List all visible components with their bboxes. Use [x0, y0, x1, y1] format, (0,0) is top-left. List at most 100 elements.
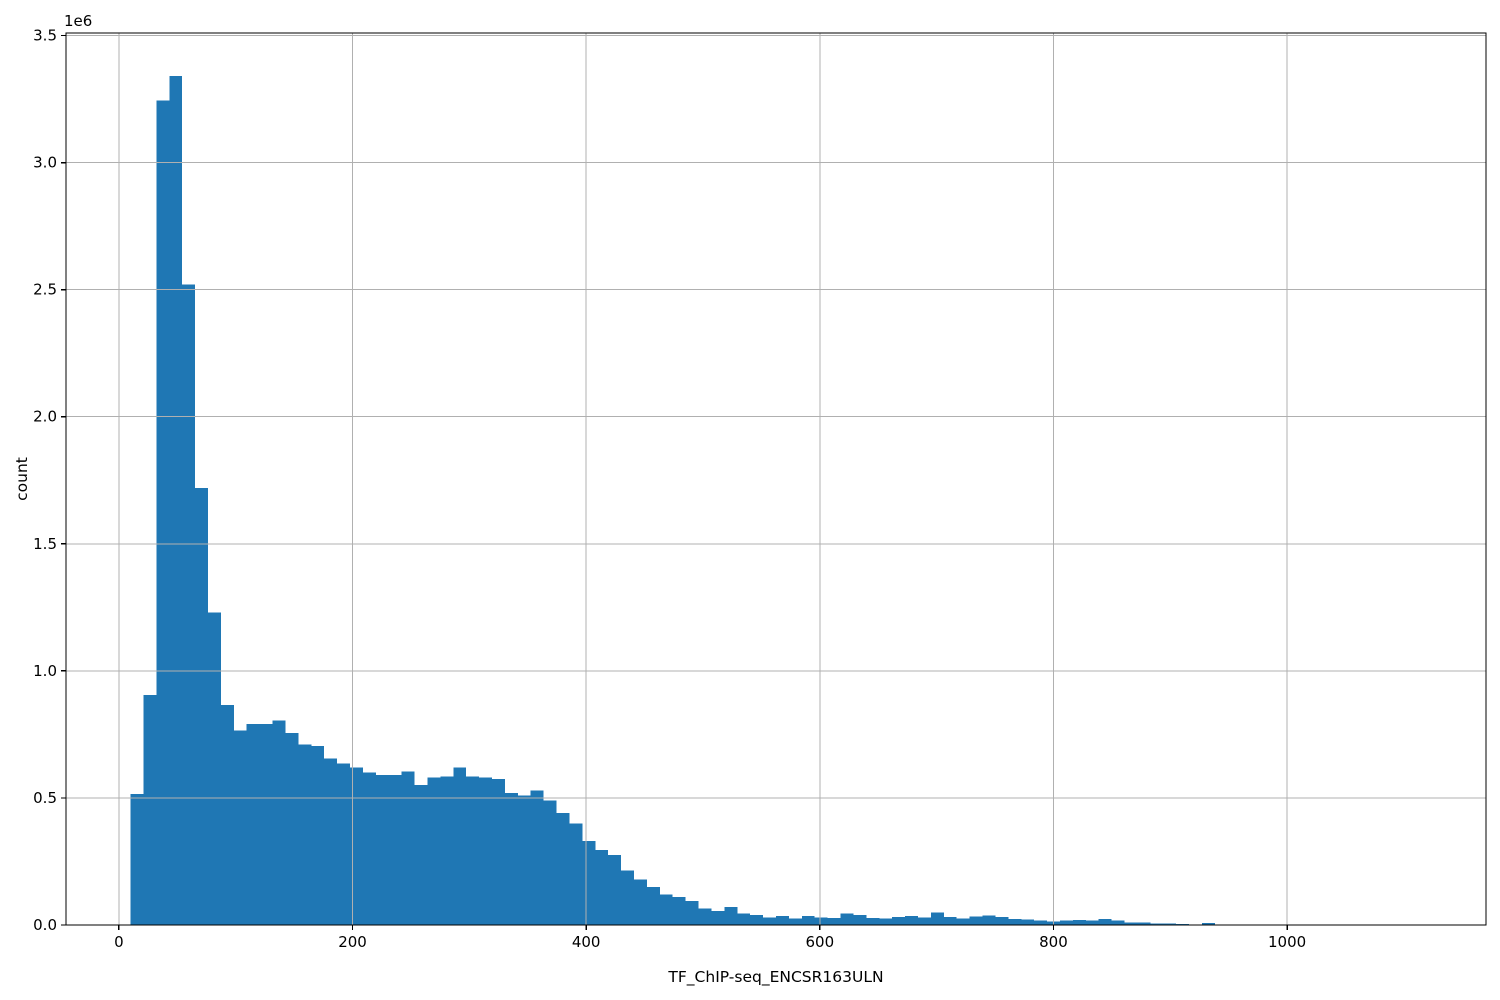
- histogram-bar: [414, 785, 428, 925]
- x-tick-label: 200: [338, 933, 367, 951]
- histogram-bar: [479, 777, 492, 925]
- histogram-bar: [659, 894, 673, 925]
- histogram-bar: [492, 778, 505, 925]
- histogram-bar: [1021, 919, 1035, 925]
- histogram-bar: [788, 918, 802, 925]
- histogram-bar: [517, 795, 531, 925]
- histogram-bar: [646, 886, 660, 925]
- histogram-bar: [208, 612, 221, 925]
- y-tick-label: 1.0: [33, 662, 57, 680]
- x-tick-label: 1000: [1268, 933, 1306, 951]
- x-tick-label: 800: [1039, 933, 1068, 951]
- x-tick-label: 400: [572, 933, 601, 951]
- histogram-bar: [272, 720, 286, 925]
- histogram-bar: [362, 772, 376, 925]
- histogram-bar: [427, 777, 441, 925]
- histogram-bar: [337, 763, 350, 925]
- histogram-bar: [1202, 922, 1215, 925]
- y-tick-label: 0.5: [33, 789, 57, 807]
- histogram-bar: [1085, 920, 1099, 925]
- histogram-bar: [375, 775, 389, 925]
- histogram-bar: [1034, 920, 1048, 925]
- histogram-bar: [466, 776, 480, 925]
- y-axis-label: count: [13, 457, 31, 501]
- y-tick-label: 3.0: [33, 154, 57, 172]
- histogram-bar: [1072, 919, 1086, 925]
- axes-spines: [65, 32, 1487, 926]
- y-tick-label: 3.5: [33, 27, 57, 45]
- histogram-bar: [801, 916, 815, 925]
- histogram-bar: [892, 917, 906, 925]
- histogram-bar: [233, 730, 247, 925]
- histogram-bar: [530, 790, 544, 925]
- histogram-bar: [698, 908, 712, 925]
- histogram-bar: [879, 918, 893, 925]
- histogram-bar: [582, 841, 596, 925]
- histogram-bar: [311, 745, 325, 925]
- histogram-bar: [814, 917, 828, 925]
- histogram-bar: [930, 912, 944, 925]
- histogram-bar: [1150, 923, 1164, 925]
- histogram-bar: [1008, 918, 1022, 925]
- y-tick-label: 2.0: [33, 408, 57, 426]
- histogram-bar: [182, 284, 196, 926]
- histogram-bar: [556, 813, 570, 925]
- histogram-bar: [440, 776, 454, 925]
- histogram-bar: [569, 823, 583, 925]
- histogram-bar: [1098, 919, 1112, 925]
- histogram-bar: [1111, 920, 1125, 925]
- histogram-bar: [853, 914, 867, 925]
- histogram-bar: [156, 100, 170, 926]
- histogram-bar: [866, 917, 880, 925]
- histogram-bar: [943, 917, 957, 925]
- histogram-bar: [285, 733, 299, 925]
- histogram-bar: [1124, 922, 1138, 925]
- histogram-bar: [634, 879, 647, 925]
- x-tick-label: 0: [114, 933, 124, 951]
- histogram-bar: [737, 913, 751, 925]
- histogram-bar: [350, 767, 363, 925]
- histogram-bar: [504, 792, 518, 925]
- histogram-bar: [608, 855, 622, 925]
- histogram-bar: [220, 705, 234, 925]
- histogram-bar: [750, 914, 764, 925]
- histogram-bar: [143, 695, 157, 925]
- y-tick-label: 1.5: [33, 535, 57, 553]
- histogram-bar: [324, 758, 338, 925]
- histogram-bar: [401, 771, 415, 925]
- histogram-bar: [827, 917, 841, 925]
- histogram-bar: [453, 767, 467, 925]
- histogram-bar: [711, 911, 725, 925]
- y-tick-label: 0.0: [33, 916, 57, 934]
- histogram-bar: [388, 775, 402, 925]
- x-tick-label: 600: [805, 933, 834, 951]
- histogram-bar: [298, 744, 312, 925]
- histogram-bar: [195, 487, 208, 925]
- x-axis-label: TF_ChIP-seq_ENCSR163ULN: [668, 968, 884, 986]
- histogram-bar: [724, 907, 738, 925]
- histogram-bar: [621, 870, 634, 925]
- histogram-bar: [543, 800, 557, 925]
- histogram-bar: [1060, 920, 1073, 925]
- histogram-bar: [918, 917, 931, 925]
- histogram-bar: [840, 913, 854, 925]
- histogram-bar: [595, 850, 609, 925]
- histogram-bar: [672, 897, 686, 925]
- histogram-bar: [246, 724, 260, 925]
- histogram-bar: [685, 900, 699, 925]
- histogram-bar: [956, 918, 970, 925]
- histogram-bar: [1137, 922, 1151, 925]
- histogram-bar: [130, 794, 144, 925]
- histogram-bar: [763, 917, 776, 925]
- histogram-bar: [969, 916, 983, 925]
- y-tick-label: 2.5: [33, 281, 57, 299]
- histogram-bar: [982, 915, 996, 925]
- histogram-bar: [905, 916, 918, 925]
- histogram-bar: [995, 916, 1009, 925]
- histogram-bar: [776, 916, 789, 925]
- y-axis-offset-label: 1e6: [64, 12, 93, 30]
- histogram-bar: [169, 76, 183, 925]
- histogram-bar: [259, 724, 273, 925]
